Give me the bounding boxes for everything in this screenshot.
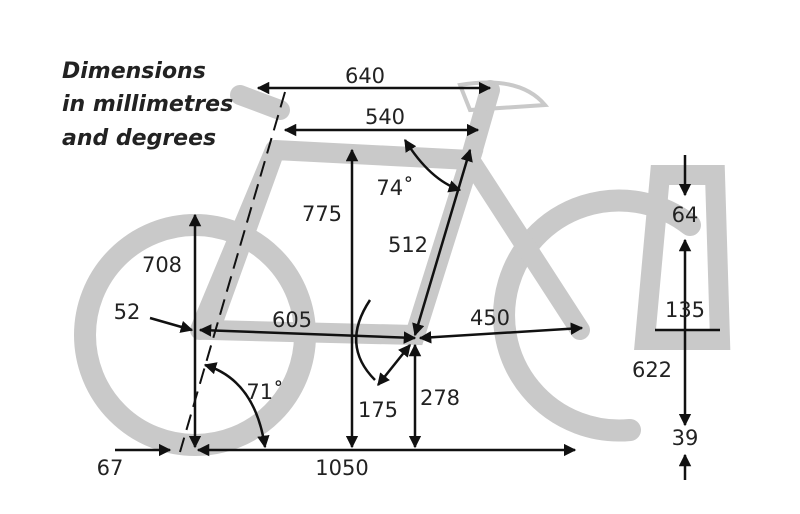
dimension-label: 175 bbox=[358, 398, 398, 422]
dimension-label: 67 bbox=[97, 456, 124, 480]
dimension-label: 622 bbox=[632, 358, 672, 382]
dimension-label: 74˚ bbox=[376, 176, 413, 200]
dimension-label: 540 bbox=[365, 105, 405, 129]
dimension-label: 640 bbox=[345, 64, 385, 88]
dimension-label: 64 bbox=[672, 203, 699, 227]
dimension-label: 450 bbox=[470, 306, 510, 330]
dimension-label: 52 bbox=[114, 300, 141, 324]
title-line: in millimetres bbox=[62, 92, 233, 117]
dimension-lines bbox=[115, 81, 720, 480]
title-line: and degrees bbox=[62, 126, 216, 151]
dimension-label: 708 bbox=[142, 253, 182, 277]
dimension-label: 71˚ bbox=[246, 380, 283, 404]
title-line: Dimensions bbox=[62, 59, 206, 84]
dimension-label: 775 bbox=[302, 202, 342, 226]
dimension-label: 135 bbox=[665, 298, 705, 322]
dimension-label: 278 bbox=[420, 386, 460, 410]
dimension-label: 512 bbox=[388, 233, 428, 257]
dimension-label: 605 bbox=[272, 308, 312, 332]
dimension-label: 1050 bbox=[315, 456, 368, 480]
dimension-label: 39 bbox=[672, 426, 699, 450]
